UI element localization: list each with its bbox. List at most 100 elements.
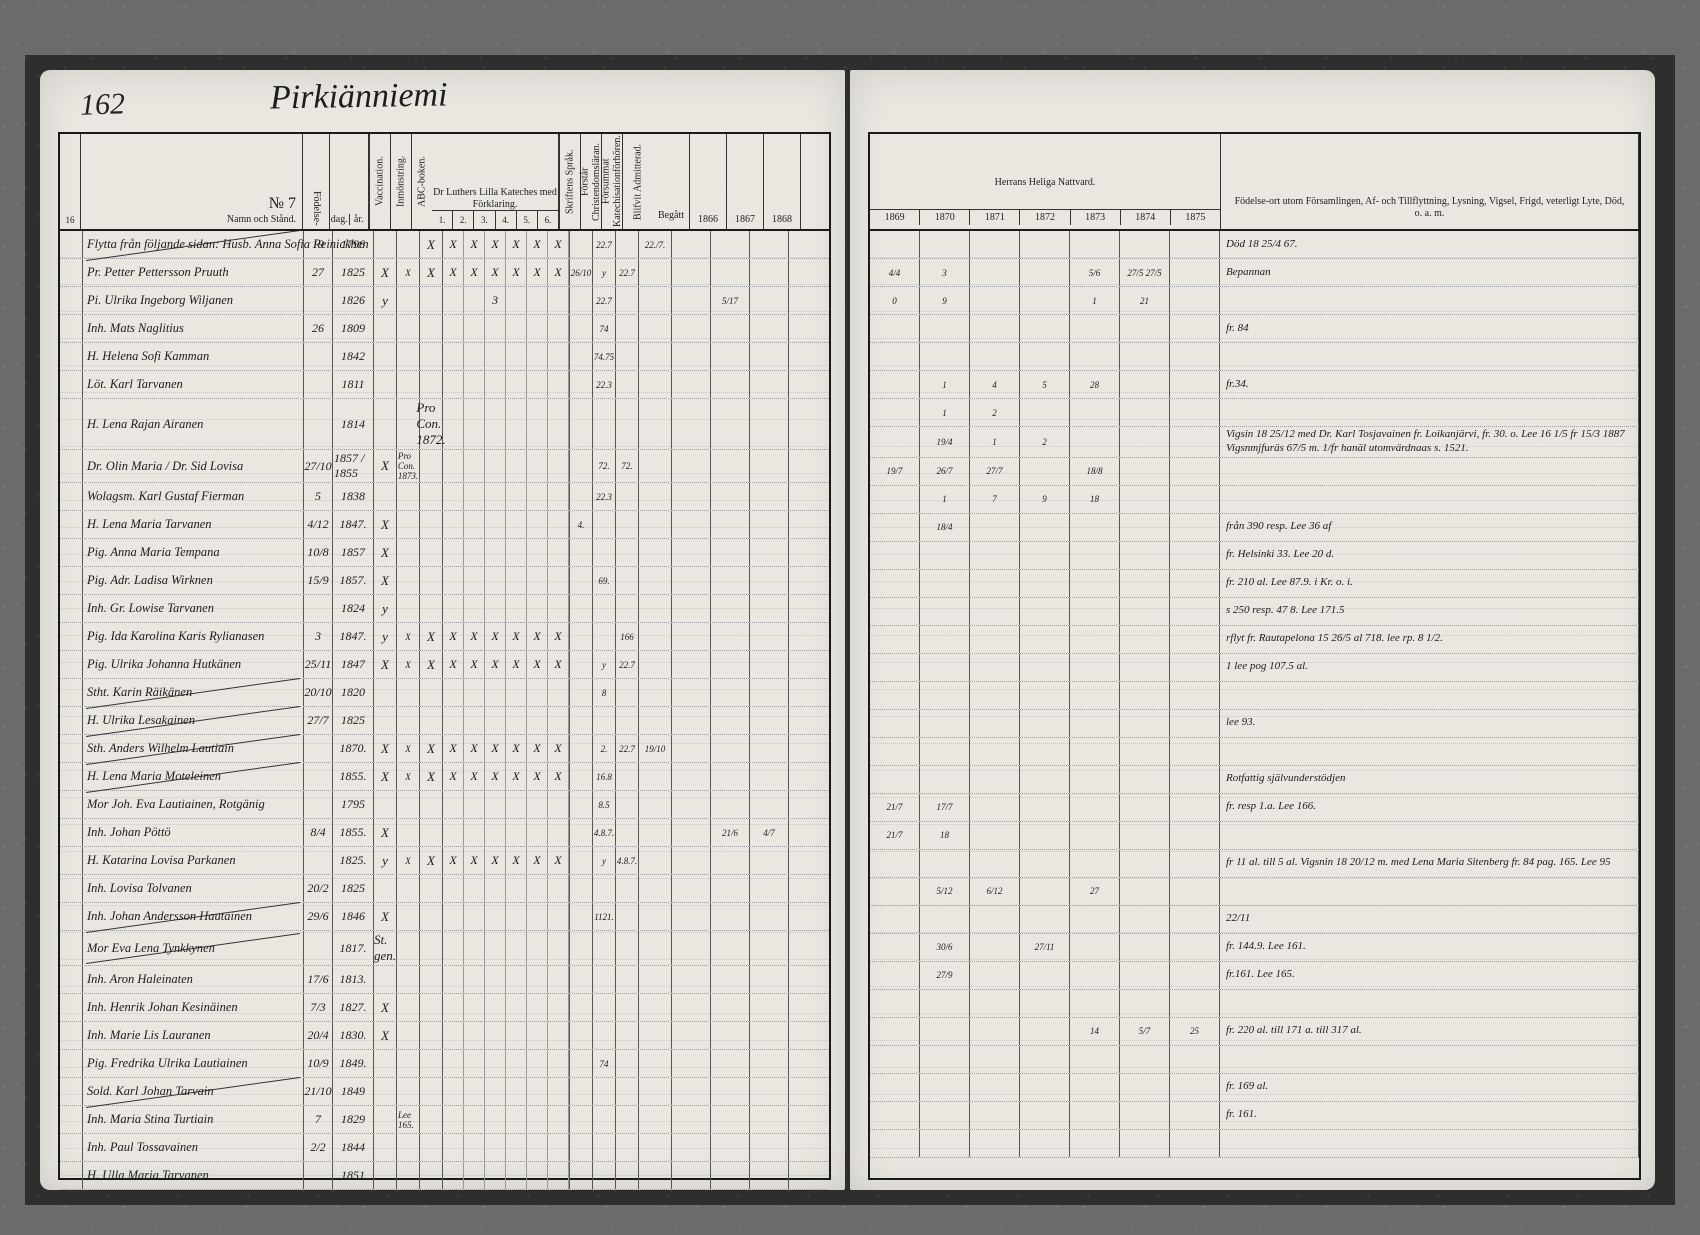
table-cell: y xyxy=(593,259,616,286)
table-row[interactable]: H. Lena Maria Moteleinen 1855. X X X X X X X X X 16… xyxy=(60,763,829,791)
table-row[interactable]: Löt. Karl Tarvanen 1811 22.3 xyxy=(60,371,829,399)
table-row[interactable]: Inh. Mats Naglitius 26 1809 74 xyxy=(60,315,829,343)
katekes-marks xyxy=(443,875,570,902)
nattvard-mark xyxy=(1020,514,1070,541)
table-row-right[interactable]: 18/4 från 390 resp. Lee 36 af xyxy=(870,514,1639,542)
table-cell xyxy=(420,567,443,594)
nattvard-mark xyxy=(970,259,1020,286)
nattvard-mark: 14 xyxy=(1070,1018,1120,1045)
table-row-right[interactable]: 0 9 1 21 xyxy=(870,287,1639,315)
table-row[interactable]: Stht. Karin Räikänen 20/10 1820 8 xyxy=(60,679,829,707)
table-cell xyxy=(304,371,333,398)
table-row-right[interactable]: 19/7 26/7 27/7 18/8 xyxy=(870,458,1639,486)
table-row-right[interactable]: 22/11 xyxy=(870,906,1639,934)
table-row[interactable]: Pig. Ida Karolina Karis Rylianasen 3 1847.… xyxy=(60,623,829,651)
table-row-right[interactable]: 19/4 1 2 Vigsin 18 25/12 med Dr. Karl Tosja… xyxy=(870,427,1639,458)
table-row-right[interactable]: Rotfattig självunderstödjen xyxy=(870,766,1639,794)
table-row-right[interactable]: s 250 resp. 47 8. Lee 171.5 xyxy=(870,598,1639,626)
col-header-fodelse-dag: Födelse- xyxy=(303,134,330,229)
table-row[interactable]: Dr. Olin Maria / Dr. Sid Lovisa 27/10 1857… xyxy=(60,450,829,483)
nattvard-mark xyxy=(920,654,970,681)
table-row-right[interactable]: 1 lee pog 107.5 al. xyxy=(870,654,1639,682)
table-row-right[interactable]: 27/9 fr.161. Lee 165. xyxy=(870,962,1639,990)
table-cell xyxy=(60,1050,83,1077)
table-row-right[interactable] xyxy=(870,738,1639,766)
table-row-right[interactable]: lee 93. xyxy=(870,710,1639,738)
table-row-right[interactable] xyxy=(870,1046,1639,1074)
table-row-right[interactable]: 21/7 18 xyxy=(870,822,1639,850)
table-row[interactable]: Sold. Karl Johan Tarvain 21/10 1849 xyxy=(60,1078,829,1106)
table-cell: 69. xyxy=(593,567,616,594)
table-row-right[interactable]: fr. Helsinki 33. Lee 20 d. xyxy=(870,542,1639,570)
table-row[interactable]: Inh. Marie Lis Lauranen 20/4 1830. X xyxy=(60,1022,829,1050)
table-row-right[interactable]: 21/7 17/7 fr. resp 1.a. Lee 166. xyxy=(870,794,1639,822)
table-row[interactable]: Inh. Paul Tossavainen 2/2 1844 xyxy=(60,1134,829,1162)
table-row[interactable]: Inh. Henrik Johan Kesinäinen 7/3 1827. X xyxy=(60,994,829,1022)
table-row-right[interactable]: 1 7 9 18 xyxy=(870,486,1639,514)
table-row[interactable]: H. Ulla Maria Tarvanen 1851 xyxy=(60,1162,829,1190)
table-row-right[interactable]: 5/12 6/12 27 xyxy=(870,878,1639,906)
nattvard-mark: 1 xyxy=(920,399,970,426)
table-row[interactable]: Pig. Fredrika Ulrika Lautiainen 10/9 1849.… xyxy=(60,1050,829,1078)
table-cell xyxy=(639,763,672,790)
table-cell xyxy=(672,450,711,482)
table-cell xyxy=(616,875,639,902)
table-row[interactable]: Inh. Gr. Lowise Tarvanen 1824 y xyxy=(60,595,829,623)
fodort-note: fr. resp 1.a. Lee 166. xyxy=(1220,794,1639,821)
table-row-right[interactable] xyxy=(870,990,1639,1018)
table-row[interactable]: H. Helena Sofi Kamman 1842 74.75 xyxy=(60,343,829,371)
table-cell xyxy=(616,763,639,790)
table-row[interactable]: Pig. Anna Maria Tempana 10/8 1857 X xyxy=(60,539,829,567)
nattvard-mark xyxy=(920,315,970,342)
table-cell xyxy=(711,679,750,706)
table-row-right[interactable]: fr. 210 al. Lee 87.9. i Kr. o. i. xyxy=(870,570,1639,598)
fodort-note xyxy=(1220,878,1639,905)
table-row-right[interactable]: fr. 169 al. xyxy=(870,1074,1639,1102)
table-cell xyxy=(570,231,593,258)
table-row[interactable]: Sth. Anders Wilhelm Lautiain 1870. X X X X X X X… xyxy=(60,735,829,763)
table-row[interactable]: Mor Eva Lena Tynkkynen 1817. St. gen. xyxy=(60,931,829,966)
table-row-right[interactable]: rflyt fr. Rautapelona 15 26/5 al 718. le… xyxy=(870,626,1639,654)
right-page: Herrans Heliga Nattvard. 1869 1870 1871 … xyxy=(850,70,1655,1190)
table-row[interactable]: Pig. Ulrika Johanna Hutkänen 25/11 1847 X X X… xyxy=(60,651,829,679)
table-row[interactable]: H. Lena Rajan Airanen 1814 Pro Con. 1872. xyxy=(60,399,829,450)
table-row-right[interactable] xyxy=(870,343,1639,371)
table-row-right[interactable]: fr 11 al. till 5 al. Vigsnin 18 20/12 m.… xyxy=(870,850,1639,878)
table-row[interactable]: Pi. Ulrika Ingeborg Wiljanen 1826 y 3 22.7 5/… xyxy=(60,287,829,315)
nattvard-mark xyxy=(870,427,920,457)
table-row[interactable]: H. Lena Maria Tarvanen 4/12 1847. X 4. xyxy=(60,511,829,539)
table-row[interactable]: H. Ulrika Lesakainen 27/7 1825 xyxy=(60,707,829,735)
table-cell xyxy=(616,371,639,398)
table-row[interactable]: Inh. Maria Stina Turtiain 7 1829 Lee 165. xyxy=(60,1106,829,1134)
table-row[interactable]: Flytta från följande sidan: Husb. Anna S… xyxy=(60,231,829,259)
table-row[interactable]: H. Katarina Lovisa Parkanen 1825. y X X X X X X X… xyxy=(60,847,829,875)
table-row[interactable]: Inh. Lovisa Tolvanen 20/2 1825 xyxy=(60,875,829,903)
table-row-right[interactable] xyxy=(870,682,1639,710)
col-header-year-1867: 1867 xyxy=(727,134,764,229)
table-cell xyxy=(420,875,443,902)
table-row-right[interactable]: 30/6 27/11 fr. 144.9. Lee 161. xyxy=(870,934,1639,962)
table-cell xyxy=(570,931,593,965)
table-cell xyxy=(750,847,789,874)
table-cell: 22./7. xyxy=(639,231,672,258)
table-row-right[interactable]: fr. 84 xyxy=(870,315,1639,343)
table-row-right[interactable]: fr. 161. xyxy=(870,1102,1639,1130)
table-cell xyxy=(60,259,83,286)
table-cell: 1795 xyxy=(333,791,374,818)
table-row[interactable]: Inh. Johan Andersson Hautainen 29/6 1846 X 1… xyxy=(60,903,829,931)
table-row-right[interactable]: 1 4 5 28 fr.34. xyxy=(870,371,1639,399)
table-row[interactable]: Mor Joh. Eva Lautiainen, Rotgänig 1795 8.5 xyxy=(60,791,829,819)
table-row-right[interactable] xyxy=(870,1130,1639,1158)
nattvard-mark xyxy=(870,315,920,342)
table-row[interactable]: Pig. Adr. Ladisa Wirknen 15/9 1857. X 69. xyxy=(60,567,829,595)
table-row[interactable]: Wolagsm. Karl Gustaf Fierman 5 1838 22.3 xyxy=(60,483,829,511)
table-row-right[interactable]: Död 18 25/4 67. xyxy=(870,231,1639,259)
table-row-right[interactable]: 14 5/7 25 fr. 220 al. till 171 a. till 317 … xyxy=(870,1018,1639,1046)
table-row[interactable]: Inh. Aron Haleinaten 17/6 1813. xyxy=(60,966,829,994)
table-cell xyxy=(639,1022,672,1049)
table-row-right[interactable]: 4/4 3 5/6 27/5 27/5 Bepannan xyxy=(870,259,1639,287)
table-cell xyxy=(593,1134,616,1161)
table-row[interactable]: Inh. Johan Pöttö 8/4 1855. X 4.8.7. 21/6 4/7 xyxy=(60,819,829,847)
table-row[interactable]: Pr. Petter Pettersson Pruuth 27 1825 X X X X X X… xyxy=(60,259,829,287)
